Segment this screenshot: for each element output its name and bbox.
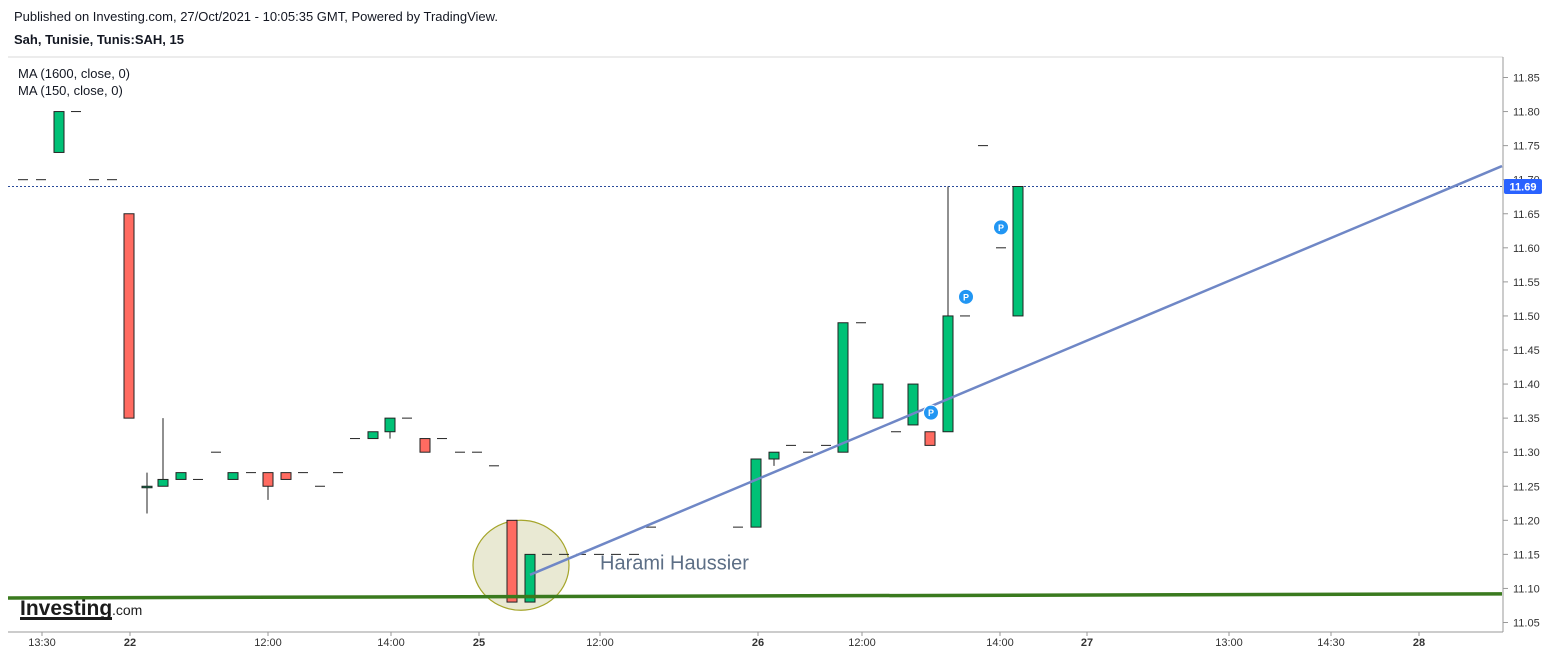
candle-down bbox=[123, 213, 135, 419]
price-tick-label: 11.75 bbox=[1513, 141, 1540, 153]
event-marker-label: P bbox=[963, 292, 969, 302]
event-marker bbox=[958, 288, 974, 305]
event-marker bbox=[923, 404, 939, 421]
symbol-title: Sah, Tunisie, Tunis:SAH, 15 bbox=[14, 32, 184, 47]
pattern-highlight-circle bbox=[472, 519, 570, 611]
candles-layer bbox=[18, 111, 1024, 603]
pattern-annotation: Harami Haussier bbox=[600, 552, 749, 574]
support-line bbox=[7, 592, 1503, 600]
price-tick-label: 11.30 bbox=[1513, 447, 1540, 459]
time-tick-label: 27 bbox=[1081, 637, 1093, 649]
time-tick-label: 28 bbox=[1413, 637, 1425, 649]
time-tick-label: 12:00 bbox=[586, 637, 614, 649]
price-tick-label: 11.80 bbox=[1513, 107, 1540, 119]
price-tick-label: 11.15 bbox=[1513, 549, 1540, 561]
time-tick-label: 14:00 bbox=[377, 637, 405, 649]
candle-up bbox=[942, 315, 954, 433]
time-tick-label: 13:00 bbox=[1215, 637, 1243, 649]
candle-down bbox=[506, 519, 518, 603]
overlay-layer: Harami Haussier P P P 11.69 bbox=[7, 164, 1542, 600]
candle-up bbox=[872, 383, 884, 419]
legend-ma-1600[interactable]: MA (1600, close, 0) bbox=[18, 66, 130, 81]
event-marker-label: P bbox=[998, 223, 1004, 233]
time-tick-label: 13:30 bbox=[28, 637, 56, 649]
price-tick-label: 11.10 bbox=[1513, 583, 1540, 595]
axes-frame bbox=[8, 56, 1504, 633]
investing-logo: Investing .com bbox=[20, 597, 142, 620]
price-tick-label: 11.55 bbox=[1513, 277, 1540, 289]
price-tick-label: 11.20 bbox=[1513, 515, 1540, 527]
price-tick-label: 11.60 bbox=[1513, 243, 1540, 255]
time-tick-label: 22 bbox=[124, 637, 136, 649]
price-tick-label: 11.25 bbox=[1513, 481, 1540, 493]
time-tick-label: 26 bbox=[752, 637, 764, 649]
candle-up bbox=[384, 417, 396, 433]
candle-up bbox=[157, 478, 169, 487]
candle-up bbox=[524, 553, 536, 603]
price-axis: 11.05 11.10 11.15 11.20 11.25 11.30 11.35 11.40… bbox=[1503, 73, 1540, 630]
candle-up bbox=[907, 383, 919, 426]
time-tick-label: 12:00 bbox=[254, 637, 282, 649]
price-tick-label: 11.85 bbox=[1513, 73, 1540, 85]
candle-up bbox=[53, 111, 65, 153]
logo-underline bbox=[20, 617, 112, 620]
candle-up bbox=[750, 458, 762, 528]
price-tick-label: 11.50 bbox=[1513, 311, 1540, 323]
time-tick-label: 14:00 bbox=[986, 637, 1014, 649]
candle-down bbox=[419, 438, 431, 453]
candle-up bbox=[227, 472, 239, 480]
candle-up bbox=[768, 451, 780, 460]
candle-up bbox=[367, 431, 379, 440]
last-price-label: 11.69 bbox=[1510, 182, 1537, 194]
time-tick-label: 25 bbox=[473, 637, 485, 649]
time-tick-label: 12:00 bbox=[848, 637, 876, 649]
price-tick-label: 11.40 bbox=[1513, 379, 1540, 391]
price-tick-label: 11.45 bbox=[1513, 345, 1540, 357]
time-tick-label: 14:30 bbox=[1317, 637, 1345, 649]
drawings-layer bbox=[8, 186, 1503, 611]
legend-ma-150[interactable]: MA (150, close, 0) bbox=[18, 83, 123, 98]
logo-name: Investing bbox=[20, 597, 112, 620]
last-price-tag bbox=[1504, 179, 1542, 194]
price-tick-label: 11.05 bbox=[1513, 618, 1540, 630]
candle-up bbox=[175, 472, 187, 480]
price-tick-label: 11.65 bbox=[1513, 209, 1540, 221]
candle-down bbox=[280, 472, 292, 480]
candle-up bbox=[1012, 186, 1024, 317]
candle-down bbox=[924, 431, 936, 446]
candle-up bbox=[141, 485, 153, 489]
price-tick-label: 11.35 bbox=[1513, 413, 1540, 425]
time-axis: 13:30 22 12:00 14:00 25 12:00 26 12:00 14:00 27 13… bbox=[28, 632, 1425, 649]
event-marker-label: P bbox=[928, 408, 934, 418]
trendline bbox=[529, 164, 1503, 576]
candle-up bbox=[837, 322, 849, 453]
logo-suffix: .com bbox=[112, 602, 142, 618]
published-caption: Published on Investing.com, 27/Oct/2021 … bbox=[14, 9, 498, 24]
event-marker bbox=[993, 219, 1009, 236]
candle-down bbox=[262, 472, 274, 487]
